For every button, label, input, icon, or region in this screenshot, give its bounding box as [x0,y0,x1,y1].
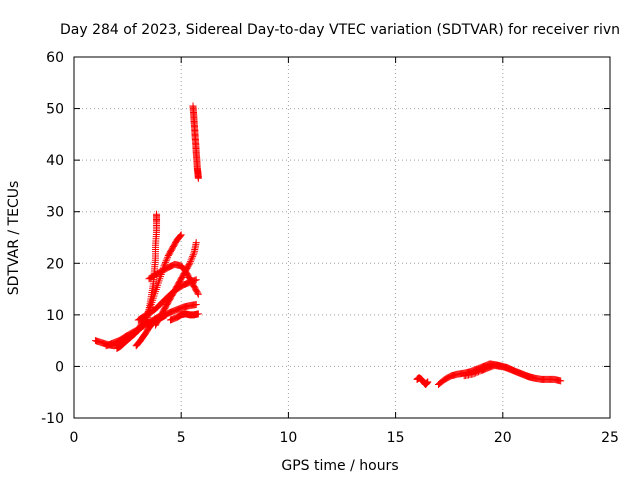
data-point [162,311,170,319]
y-tick-label: 30 [46,205,64,221]
data-point [186,258,194,266]
data-point [189,251,197,259]
data-point [424,378,432,386]
data-point [194,289,202,297]
data-point [192,239,200,247]
data-point [469,370,477,378]
data-point [163,255,171,263]
data-point [194,310,202,318]
data-point [472,369,480,377]
x-tick-label: 10 [279,430,297,446]
data-point [194,290,202,298]
data-point [192,301,200,309]
chart-title: Day 284 of 2023, Sidereal Day-to-day VTE… [60,22,620,38]
x-tick-label: 20 [494,430,512,446]
series-arc-9 [189,102,202,182]
data-point [185,261,193,269]
data-point [473,368,481,376]
data-point [164,253,172,261]
data-point [186,259,194,267]
data-point [194,174,202,182]
data-point [529,374,537,382]
y-axis: -10 0 10 20 30 40 50 60 [41,50,610,427]
data-point [161,258,169,266]
y-tick-label: -10 [41,411,64,427]
data-point [177,231,185,239]
data-point [188,254,196,262]
x-axis: 0 5 10 15 20 25 [70,57,619,446]
y-tick-label: 10 [46,308,64,324]
data-point [176,232,184,240]
series-arc-8 [132,311,170,350]
x-tick-label: 5 [177,430,186,446]
data-point [470,370,478,378]
y-axis-title: SDTVAR / TECUs [6,181,22,296]
y-tick-label: 0 [55,359,64,375]
data-point [557,377,565,385]
series-arc-4 [113,210,161,352]
data-point [176,233,184,241]
x-tick-label: 0 [70,430,79,446]
x-tick-label: 25 [601,430,619,446]
data-point [153,210,161,218]
grid-lines [74,57,610,418]
series-arc-6 [166,310,202,324]
y-tick-label: 20 [46,256,64,272]
data-series [91,102,565,388]
series-arc-12 [460,361,537,382]
data-point [187,256,195,264]
plot-frame [73,56,611,419]
data-point [189,252,197,260]
y-tick-label: 60 [46,50,64,66]
data-point [475,368,483,376]
series-arc-7 [145,260,202,298]
x-tick-label: 15 [387,430,405,446]
data-point [162,257,170,265]
y-tick-label: 50 [46,102,64,118]
x-axis-title: GPS time / hours [281,458,398,474]
y-tick-label: 40 [46,153,64,169]
series-arc-10 [413,374,432,388]
